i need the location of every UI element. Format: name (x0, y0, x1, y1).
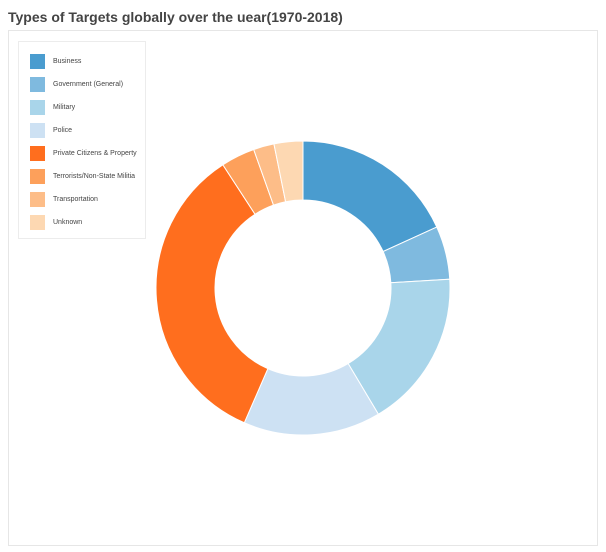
legend-item[interactable]: Government (General) (30, 76, 123, 92)
legend-label: Government (General) (53, 80, 124, 88)
legend-label: Private Citizens & Property (53, 149, 137, 157)
legend-item[interactable]: Police (30, 122, 72, 138)
legend-swatch (30, 53, 45, 69)
legend-item[interactable]: Military (30, 99, 75, 115)
chart-legend: Business Government (General) Military Poli… (18, 41, 146, 239)
slice-private-citizens-property[interactable] (155, 164, 269, 424)
legend-swatch (30, 99, 45, 115)
legend-label: Terrorists/Non-State Militia (53, 172, 136, 180)
legend-label: Unknown (53, 218, 83, 226)
legend-item[interactable]: Private Citizens & Property (30, 145, 137, 161)
legend-item[interactable]: Transportation (30, 191, 98, 207)
legend-label: Military (53, 103, 76, 111)
legend-swatch (30, 214, 45, 230)
chart-title: Types of Targets globally over the uear(… (8, 9, 343, 25)
legend-item[interactable]: Unknown (30, 214, 82, 230)
legend-swatch (30, 76, 45, 92)
legend-swatch (30, 191, 45, 207)
legend-item[interactable]: Terrorists/Non-State Militia (30, 168, 135, 184)
chart-panel (8, 30, 598, 546)
legend-swatch (30, 122, 45, 138)
legend-swatch (30, 168, 45, 184)
slice-business[interactable] (302, 140, 438, 253)
legend-label: Transportation (53, 195, 98, 203)
legend-label: Business (53, 57, 82, 65)
legend-item[interactable]: Business (30, 53, 81, 69)
slice-unknown[interactable] (273, 140, 304, 203)
legend-swatch (30, 145, 45, 161)
legend-label: Police (53, 126, 73, 134)
